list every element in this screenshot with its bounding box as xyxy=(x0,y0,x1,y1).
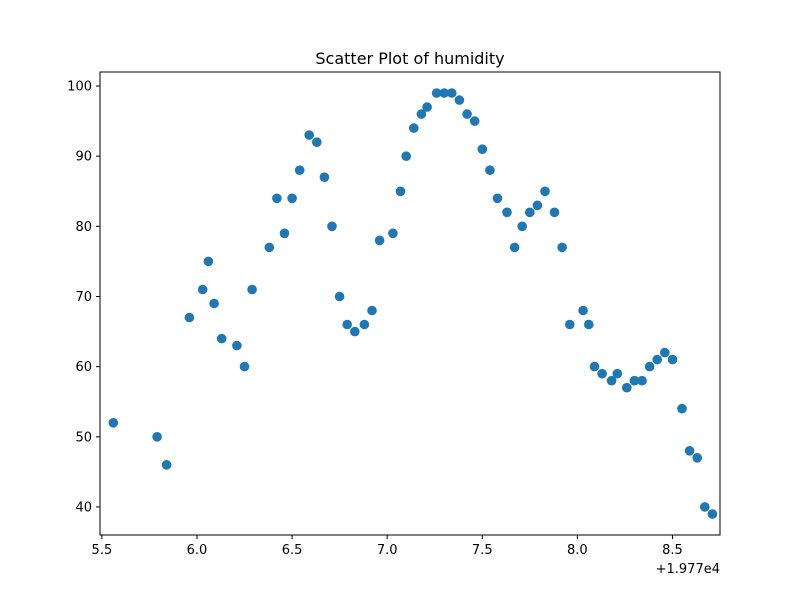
data-point xyxy=(272,193,282,204)
data-point xyxy=(707,509,718,519)
data-point xyxy=(439,88,450,98)
y-tick-label: 100 xyxy=(67,80,92,95)
data-points xyxy=(108,88,718,519)
data-point xyxy=(578,305,588,316)
y-tick-label: 40 xyxy=(75,500,92,515)
data-point xyxy=(152,432,162,442)
data-point xyxy=(549,207,560,218)
data-point xyxy=(416,109,427,119)
data-point xyxy=(232,340,242,351)
y-tick-label: 60 xyxy=(75,360,92,375)
data-point xyxy=(644,361,655,372)
data-point xyxy=(342,319,353,330)
data-point xyxy=(469,116,480,126)
data-point xyxy=(409,123,419,133)
data-point xyxy=(677,403,687,414)
data-point xyxy=(264,242,275,253)
data-point xyxy=(540,186,550,197)
data-point xyxy=(388,228,398,239)
data-point xyxy=(247,284,257,295)
data-point xyxy=(304,130,315,140)
data-point xyxy=(422,102,432,112)
x-tick-label: 6.5 xyxy=(282,543,303,558)
data-point xyxy=(637,375,647,386)
x-tick-label: 8.5 xyxy=(662,543,683,558)
data-point xyxy=(532,200,543,211)
data-point xyxy=(319,172,330,182)
data-point xyxy=(161,460,172,470)
data-point xyxy=(239,361,250,372)
data-point xyxy=(700,502,710,512)
data-point xyxy=(359,319,370,330)
data-point xyxy=(584,319,594,330)
data-point xyxy=(565,319,575,330)
data-point xyxy=(184,312,195,323)
data-point xyxy=(557,242,567,253)
chart-title: Scatter Plot of humidity xyxy=(315,49,504,68)
data-point xyxy=(327,221,337,232)
data-point xyxy=(525,207,535,218)
data-point xyxy=(629,375,640,386)
data-point xyxy=(454,95,465,105)
data-point xyxy=(209,298,219,309)
data-point xyxy=(216,333,227,344)
data-point xyxy=(374,235,385,246)
data-point xyxy=(334,291,345,302)
data-point xyxy=(606,375,617,386)
data-point xyxy=(660,347,670,358)
y-tick-label: 50 xyxy=(75,430,92,445)
data-point xyxy=(597,368,607,379)
data-point xyxy=(395,186,406,197)
data-point xyxy=(401,151,412,161)
data-point xyxy=(197,284,208,295)
data-point xyxy=(350,326,360,337)
data-point xyxy=(509,242,520,253)
y-tick-label: 80 xyxy=(75,220,92,235)
plot-area-frame xyxy=(99,71,721,536)
y-tick-label: 90 xyxy=(75,150,92,165)
x-tick-label: 6.0 xyxy=(187,543,208,558)
data-point xyxy=(312,137,322,147)
data-point xyxy=(108,418,119,428)
y-axis-ticks: 40 50 60 70 80 90 100 xyxy=(67,80,100,515)
data-point xyxy=(287,193,297,204)
data-point xyxy=(485,165,495,175)
data-point xyxy=(492,193,503,204)
data-point xyxy=(652,354,662,365)
data-point xyxy=(589,361,600,372)
data-point xyxy=(502,207,512,218)
data-point xyxy=(279,228,290,239)
data-point xyxy=(447,88,457,98)
x-tick-label: 5.5 xyxy=(92,543,113,558)
data-point xyxy=(367,305,377,316)
y-tick-label: 70 xyxy=(75,290,92,305)
data-point xyxy=(684,446,695,456)
data-point xyxy=(692,453,702,463)
x-tick-label: 8.0 xyxy=(567,543,588,558)
data-point xyxy=(431,88,442,98)
x-tick-label: 7.5 xyxy=(472,543,493,558)
x-axis-ticks: 5.5 6.0 6.5 7.0 7.5 8.0 8.5 xyxy=(92,535,683,558)
data-point xyxy=(622,382,632,393)
data-point xyxy=(477,144,488,154)
x-tick-label: 7.0 xyxy=(377,543,398,558)
data-point xyxy=(203,256,214,267)
data-point xyxy=(517,221,527,232)
x-axis-offset-label: +1.977e4 xyxy=(656,562,720,577)
data-point xyxy=(462,109,472,119)
data-point xyxy=(667,354,678,365)
data-point xyxy=(612,368,623,379)
data-point xyxy=(294,165,305,175)
